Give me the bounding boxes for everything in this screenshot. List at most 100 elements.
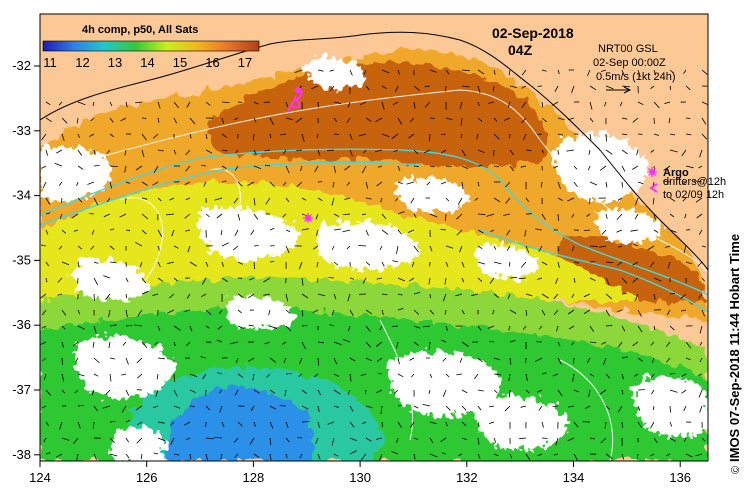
current-vector xyxy=(493,69,496,75)
current-vector xyxy=(601,341,607,345)
current-vector xyxy=(381,85,387,90)
current-vector xyxy=(509,453,513,459)
current-vector xyxy=(519,437,527,440)
current-vector xyxy=(317,453,321,460)
current-vector xyxy=(488,101,495,104)
current-vector xyxy=(477,277,483,282)
current-vector xyxy=(214,436,223,439)
current-vector xyxy=(45,117,52,123)
current-vector xyxy=(125,293,128,299)
current-vector xyxy=(695,453,703,457)
current-vector xyxy=(444,309,447,315)
current-vector xyxy=(365,85,370,91)
current-vector xyxy=(461,69,470,72)
current-vector xyxy=(152,405,159,409)
current-vector xyxy=(333,389,341,395)
current-vector xyxy=(253,197,256,206)
current-vector xyxy=(471,293,479,297)
current-vector xyxy=(492,85,495,92)
current-vector xyxy=(109,245,115,250)
current-vector xyxy=(344,197,351,200)
current-vector xyxy=(205,437,214,440)
current-vector xyxy=(617,405,623,413)
current-vector xyxy=(108,341,111,349)
current-vector xyxy=(652,357,655,363)
current-vector xyxy=(585,405,591,409)
current-vector xyxy=(237,325,245,329)
current-vector xyxy=(665,245,671,248)
current-vector xyxy=(269,133,272,139)
current-vector xyxy=(237,213,241,221)
current-vector xyxy=(669,149,678,153)
current-vector xyxy=(637,309,642,317)
current-vector xyxy=(445,405,451,411)
current-vector xyxy=(285,197,290,202)
current-vector xyxy=(285,325,292,332)
current-vector xyxy=(392,260,399,263)
current-vector xyxy=(155,389,159,398)
current-vector xyxy=(376,357,383,362)
current-vector xyxy=(445,421,448,427)
current-vector xyxy=(423,325,431,328)
current-vector xyxy=(493,437,497,443)
current-vector xyxy=(120,117,127,122)
y-tick-label: -33 xyxy=(12,123,31,138)
current-vector xyxy=(456,229,463,236)
current-vector xyxy=(315,437,319,444)
current-vector xyxy=(234,389,239,396)
current-vector xyxy=(413,165,419,167)
current-vector xyxy=(59,213,63,219)
current-vector xyxy=(253,245,259,247)
current-vector xyxy=(621,133,628,135)
colorbar: 4h comp, p50, All Sats 11 12 13 14 15 16 17 xyxy=(42,24,260,70)
current-vector xyxy=(189,261,197,267)
current-vector xyxy=(476,133,479,140)
current-vector xyxy=(301,293,309,299)
current-vector xyxy=(556,325,559,332)
current-vector xyxy=(541,213,546,220)
current-vector xyxy=(701,101,708,105)
current-vector xyxy=(187,245,191,253)
current-vector xyxy=(317,421,321,429)
current-vector xyxy=(299,453,303,459)
current-vector xyxy=(391,133,399,140)
current-vector xyxy=(605,181,608,188)
current-vector xyxy=(652,405,655,411)
current-vector xyxy=(583,293,591,298)
current-vector xyxy=(58,101,63,106)
current-vector xyxy=(173,373,175,382)
current-vector xyxy=(157,229,162,237)
current-vector xyxy=(699,405,703,413)
current-vector xyxy=(218,389,223,394)
current-vector xyxy=(375,341,383,347)
current-vector xyxy=(221,133,228,138)
current-vector xyxy=(477,229,484,234)
current-vector xyxy=(375,117,383,123)
current-vector xyxy=(185,165,191,172)
argo-markers xyxy=(303,213,313,223)
current-vector xyxy=(109,261,117,264)
current-vector xyxy=(333,133,340,135)
current-vector xyxy=(157,309,159,316)
colorbar-tick-label: 11 xyxy=(43,55,57,70)
current-vector xyxy=(89,133,95,137)
current-vector xyxy=(413,149,419,155)
current-vector xyxy=(683,437,687,443)
current-vector xyxy=(77,197,83,203)
current-vector xyxy=(493,261,502,265)
current-vector xyxy=(57,293,63,296)
current-vector xyxy=(699,341,703,346)
current-vector xyxy=(444,277,447,285)
current-vector xyxy=(189,389,196,394)
current-vector xyxy=(42,405,47,409)
current-vector xyxy=(92,341,95,348)
current-vector xyxy=(588,149,591,155)
current-vector xyxy=(329,324,335,327)
current-vector xyxy=(167,309,175,314)
current-vector xyxy=(157,117,160,123)
current-vector xyxy=(669,69,674,74)
current-vector xyxy=(109,181,113,189)
current-vector xyxy=(408,133,415,139)
current-vector xyxy=(445,261,449,268)
current-vector xyxy=(540,181,543,188)
